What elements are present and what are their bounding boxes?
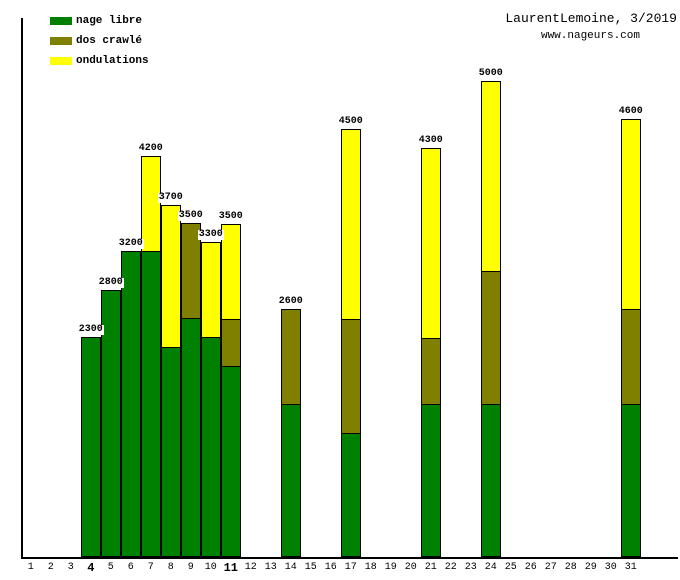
- bar-total-label: 4500: [337, 116, 364, 127]
- bar-total-label: 3500: [177, 210, 204, 221]
- bar-segment-nage-libre: [340, 433, 361, 557]
- legend-label: dos crawlé: [76, 34, 143, 47]
- bar-total-label: 4600: [617, 106, 644, 117]
- legend-swatch-nage-libre: [50, 17, 72, 25]
- bar-segment-nage-libre: [180, 318, 201, 557]
- x-tick-day-22: 22: [444, 561, 457, 573]
- x-tick-day-5: 5: [107, 561, 114, 573]
- bar-total-label: 4300: [417, 135, 444, 146]
- legend-item-dos-crawle: dos crawlé: [50, 35, 149, 47]
- bar-segment-nage-libre: [80, 337, 101, 557]
- x-tick-day-9: 9: [187, 561, 194, 573]
- site-url: www.nageurs.com: [540, 30, 640, 42]
- bar-segment-nage-libre: [420, 404, 441, 557]
- x-tick-day-19: 19: [384, 561, 397, 573]
- legend-swatch-ondulations: [50, 57, 72, 65]
- chart-title: LaurentLemoine, 3/2019: [505, 11, 677, 26]
- bar-segment-ondulations: [140, 156, 161, 252]
- bar-segment-ondulations: [340, 129, 361, 320]
- x-axis-line: [21, 557, 678, 559]
- bar-segment-nage-libre: [120, 251, 141, 557]
- bar-day-17[interactable]: [340, 129, 361, 557]
- bar-day-7[interactable]: [140, 156, 161, 557]
- x-tick-day-6: 6: [127, 561, 134, 573]
- x-tick-day-29: 29: [584, 561, 597, 573]
- bar-day-31[interactable]: [620, 119, 641, 557]
- x-tick-day-4: 4: [87, 560, 95, 575]
- bar-segment-dos-crawle: [220, 319, 241, 367]
- x-tick-day-20: 20: [404, 561, 417, 573]
- bar-total-label: 5000: [477, 68, 504, 79]
- bar-segment-dos-crawle: [340, 319, 361, 434]
- bar-total-label: 2800: [97, 277, 124, 288]
- x-tick-day-15: 15: [304, 561, 317, 573]
- bar-segment-ondulations: [480, 81, 501, 272]
- bar-total-label: 2600: [277, 296, 304, 307]
- x-tick-day-3: 3: [67, 561, 74, 573]
- bar-day-5[interactable]: [100, 290, 121, 557]
- bar-total-label: 4200: [137, 143, 164, 154]
- bar-day-14[interactable]: [280, 309, 301, 557]
- x-tick-day-14: 14: [284, 561, 297, 573]
- legend-label: ondulations: [76, 54, 149, 67]
- legend-label: nage libre: [76, 14, 143, 27]
- bar-segment-ondulations: [200, 242, 221, 338]
- legend-item-ondulations: ondulations: [50, 55, 149, 67]
- x-tick-day-7: 7: [147, 561, 154, 573]
- x-tick-day-2: 2: [47, 561, 54, 573]
- bar-day-10[interactable]: [200, 242, 221, 557]
- bar-total-label: 3200: [117, 238, 144, 249]
- bar-segment-ondulations: [420, 148, 441, 339]
- bar-segment-dos-crawle: [620, 309, 641, 405]
- x-tick-day-8: 8: [167, 561, 174, 573]
- x-tick-day-10: 10: [204, 561, 217, 573]
- legend: nage libre dos crawlé ondulations: [50, 15, 149, 75]
- x-tick-day-12: 12: [244, 561, 257, 573]
- bar-day-6[interactable]: [120, 251, 141, 557]
- x-tick-day-16: 16: [324, 561, 337, 573]
- bar-total-label: 3700: [157, 192, 184, 203]
- x-tick-day-27: 27: [544, 561, 557, 573]
- bar-segment-nage-libre: [160, 347, 181, 557]
- x-tick-day-13: 13: [264, 561, 277, 573]
- bar-segment-nage-libre: [100, 290, 121, 557]
- bar-segment-ondulations: [620, 119, 641, 310]
- bar-segment-nage-libre: [280, 404, 301, 557]
- bar-total-label: 3300: [197, 229, 224, 240]
- x-tick-day-30: 30: [604, 561, 617, 573]
- bar-segment-dos-crawle: [280, 309, 301, 405]
- x-tick-day-31: 31: [624, 561, 637, 573]
- x-tick-day-25: 25: [504, 561, 517, 573]
- bar-total-label: 2300: [77, 324, 104, 335]
- x-tick-day-17: 17: [344, 561, 357, 573]
- legend-swatch-dos-crawle: [50, 37, 72, 45]
- bar-day-24[interactable]: [480, 81, 501, 557]
- x-tick-day-28: 28: [564, 561, 577, 573]
- bar-segment-nage-libre: [140, 251, 161, 557]
- bar-segment-nage-libre: [220, 366, 241, 557]
- bar-segment-dos-crawle: [420, 338, 441, 405]
- bar-segment-ondulations: [160, 205, 181, 348]
- x-tick-day-11: 11: [223, 560, 238, 575]
- bar-day-8[interactable]: [160, 205, 181, 557]
- legend-item-nage-libre: nage libre: [50, 15, 149, 27]
- y-axis-line: [21, 18, 23, 559]
- bar-segment-nage-libre: [200, 337, 221, 557]
- x-tick-day-23: 23: [464, 561, 477, 573]
- bar-segment-nage-libre: [480, 404, 501, 557]
- x-tick-day-18: 18: [364, 561, 377, 573]
- bar-day-4[interactable]: [80, 337, 101, 557]
- bar-total-label: 3500: [217, 211, 244, 222]
- x-tick-day-21: 21: [424, 561, 437, 573]
- bar-day-21[interactable]: [420, 148, 441, 557]
- bar-day-11[interactable]: [220, 224, 241, 557]
- bar-segment-nage-libre: [620, 404, 641, 557]
- x-tick-day-24: 24: [484, 561, 497, 573]
- bar-day-9[interactable]: [180, 223, 201, 557]
- x-tick-day-1: 1: [27, 561, 34, 573]
- bar-segment-dos-crawle: [480, 271, 501, 405]
- x-tick-day-26: 26: [524, 561, 537, 573]
